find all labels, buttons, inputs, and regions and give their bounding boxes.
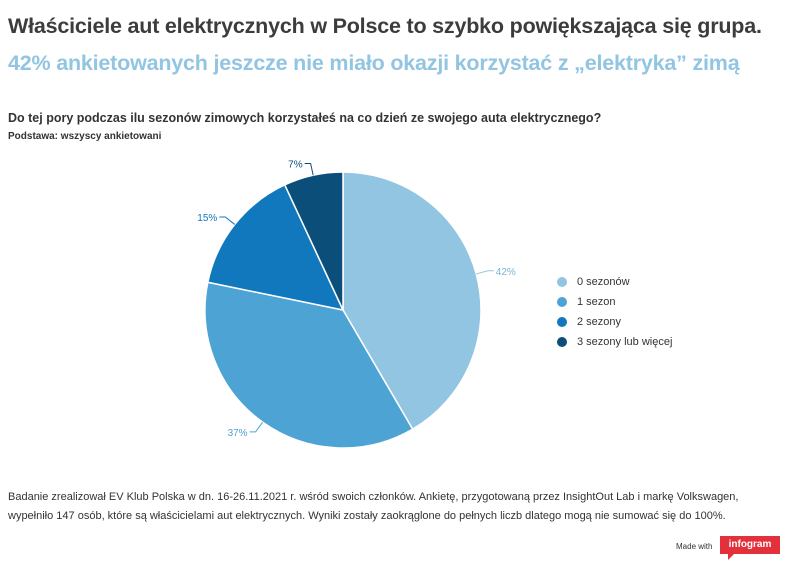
infogram-logo[interactable]: infogram <box>720 536 780 554</box>
infogram-logo-tail <box>728 554 734 560</box>
legend-label: 1 sezon <box>577 296 616 308</box>
legend-label: 3 sezony lub więcej <box>577 336 673 348</box>
legend-marker <box>557 297 567 307</box>
data-label: 42% <box>496 267 516 278</box>
label-leader-line <box>219 216 236 225</box>
survey-question: Do tej pory podczas ilu sezonów zimowych… <box>8 111 602 125</box>
legend-marker <box>557 317 567 327</box>
legend-item[interactable]: 2 sezony <box>557 312 672 332</box>
survey-basis: Podstawa: wszyscy ankietowani <box>8 131 162 142</box>
legend-label: 2 sezony <box>577 316 622 328</box>
legend-label: 0 sezonów <box>577 276 630 288</box>
pie-slice[interactable] <box>283 171 344 311</box>
label-leader-line <box>304 163 314 176</box>
legend-item[interactable]: 3 sezony lub więcej <box>557 332 672 352</box>
data-label: 7% <box>288 160 303 171</box>
made-with-label: Made with <box>676 542 713 551</box>
footer-note: Badanie zrealizował EV Klub Polska w dn.… <box>8 491 739 522</box>
label-leader-line <box>249 421 263 433</box>
legend-item[interactable]: 0 sezonów <box>557 272 672 292</box>
pie-chart: 42% 37% 15% 7% <box>197 160 516 449</box>
data-label: 37% <box>228 428 248 439</box>
pie-slice[interactable] <box>204 281 414 449</box>
legend-item[interactable]: 1 sezon <box>557 292 672 312</box>
data-label: 15% <box>197 213 217 224</box>
chart-legend: 0 sezonów 1 sezon 2 sezony 3 sezony lub … <box>557 272 672 352</box>
legend-marker <box>557 277 567 287</box>
chart-title: Właściciele aut elektrycznych w Polsce t… <box>8 14 762 38</box>
pie-slice[interactable] <box>206 183 345 312</box>
chart-subtitle: 42% ankietowanych jeszcze nie miało okaz… <box>8 51 740 75</box>
legend-marker <box>557 337 567 347</box>
pie-slice[interactable] <box>342 171 482 431</box>
label-leader-line <box>476 270 494 275</box>
